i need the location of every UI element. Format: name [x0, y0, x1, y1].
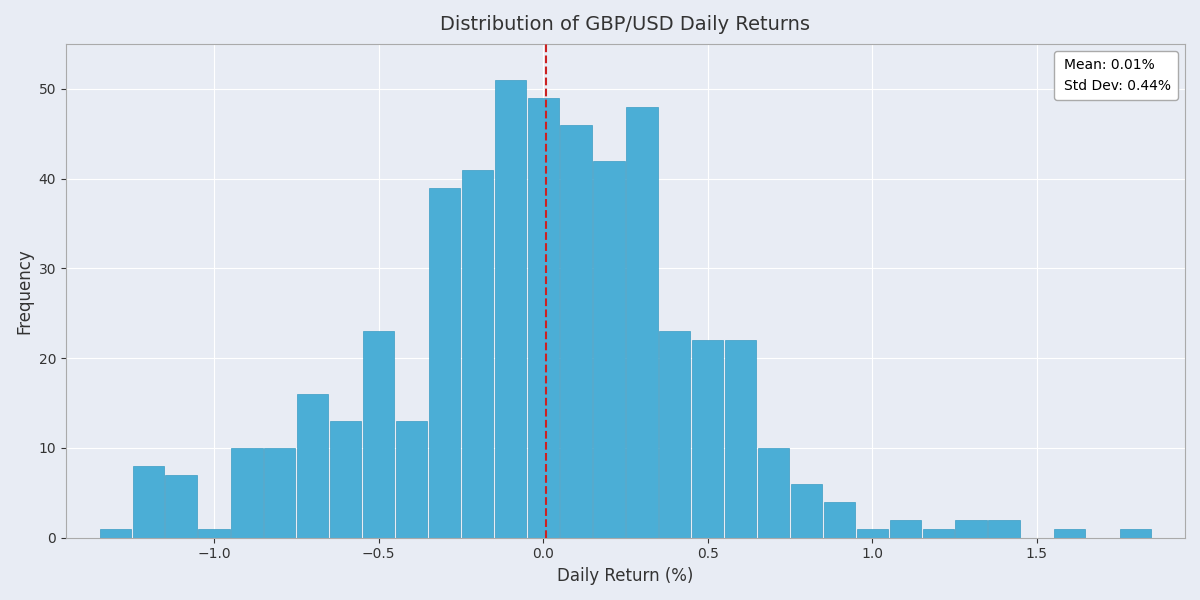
X-axis label: Daily Return (%): Daily Return (%) [557, 567, 694, 585]
Bar [1054, 529, 1086, 538]
Bar [791, 484, 822, 538]
Bar [1120, 529, 1151, 538]
Bar [989, 520, 1020, 538]
Bar [132, 466, 164, 538]
Legend: Mean: 0.01%, Std Dev: 0.44%: Mean: 0.01%, Std Dev: 0.44% [1055, 51, 1178, 100]
Bar [955, 520, 986, 538]
Bar [725, 340, 756, 538]
Bar [823, 502, 856, 538]
Bar [857, 529, 888, 538]
Bar [462, 170, 493, 538]
Bar [626, 107, 658, 538]
Bar [494, 80, 526, 538]
Bar [528, 98, 559, 538]
Bar [560, 125, 592, 538]
Bar [298, 394, 329, 538]
Bar [396, 421, 427, 538]
Y-axis label: Frequency: Frequency [16, 248, 34, 334]
Bar [100, 529, 131, 538]
Bar [692, 340, 724, 538]
Bar [362, 331, 395, 538]
Bar [593, 161, 625, 538]
Bar [166, 475, 197, 538]
Bar [330, 421, 361, 538]
Bar [428, 188, 460, 538]
Bar [264, 448, 295, 538]
Bar [198, 529, 229, 538]
Bar [923, 529, 954, 538]
Bar [758, 448, 790, 538]
Bar [889, 520, 920, 538]
Title: Distribution of GBP/USD Daily Returns: Distribution of GBP/USD Daily Returns [440, 15, 810, 34]
Bar [232, 448, 263, 538]
Bar [659, 331, 690, 538]
